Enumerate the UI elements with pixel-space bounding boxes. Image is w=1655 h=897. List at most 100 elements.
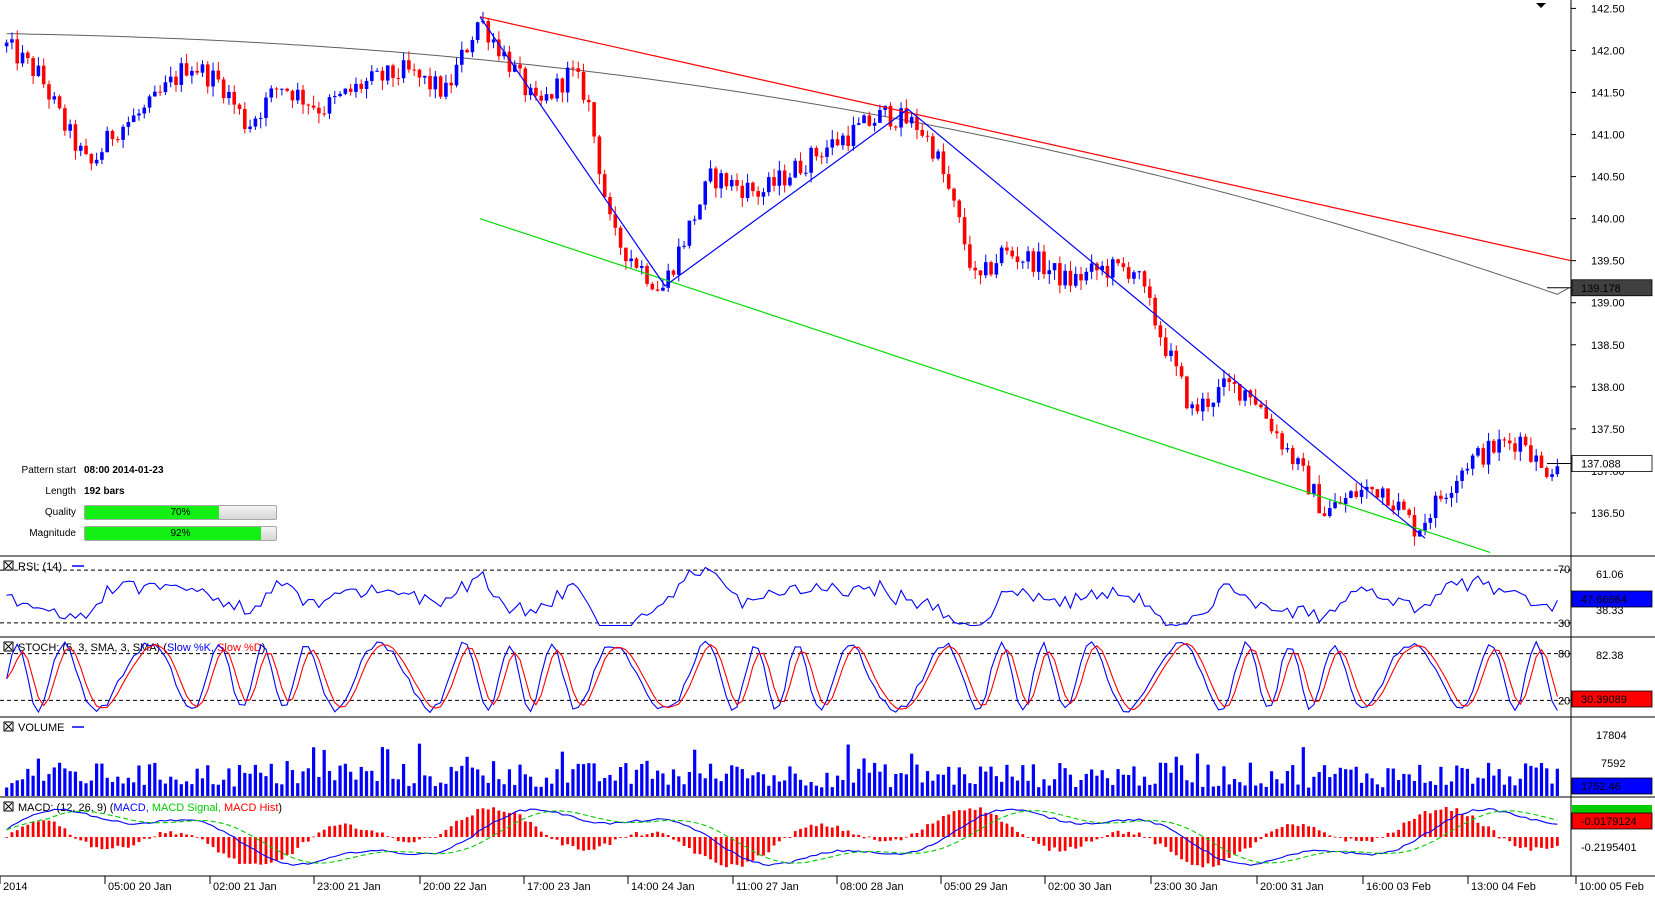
macd-hist-bar xyxy=(317,832,321,837)
rsi-value: 47.66864 xyxy=(1581,594,1627,606)
macd-hist-bar xyxy=(619,837,622,838)
x-tick-label: 05:00 20 Jan xyxy=(108,881,172,893)
candle-body xyxy=(587,99,591,103)
volume-bar xyxy=(724,773,729,796)
candle-body xyxy=(1121,263,1126,268)
candle-body xyxy=(809,147,813,173)
last-price-label-box xyxy=(1571,455,1653,472)
candle-body xyxy=(475,22,480,40)
volume-bar xyxy=(285,761,289,796)
volume-bar xyxy=(253,764,257,796)
volume-bar xyxy=(200,778,205,796)
x-tick-label: 08:00 28 Jan xyxy=(840,881,904,893)
macd-hist-bar xyxy=(1095,837,1099,840)
macd-hist-bar xyxy=(26,824,30,837)
volume-bar xyxy=(1359,782,1364,796)
macd-hist-bar xyxy=(433,837,437,838)
volume-bar xyxy=(650,778,654,796)
macd-hist-bar xyxy=(1434,810,1438,837)
macd-hist-bar xyxy=(640,835,644,837)
candle-body xyxy=(856,123,861,125)
candle-body xyxy=(1068,270,1073,286)
macd-hist-bar xyxy=(1524,837,1527,848)
macd-hist-bar xyxy=(1376,837,1379,838)
macd-hist-bar xyxy=(1386,832,1390,837)
candle-body xyxy=(216,70,221,80)
volume-bar xyxy=(1248,762,1252,796)
macd-hist-bar xyxy=(1338,837,1342,838)
volume-bar xyxy=(1254,785,1258,796)
y-tick-label: 141.50 xyxy=(1591,88,1625,100)
macd-hist-bar xyxy=(412,837,416,843)
volume-bar xyxy=(915,764,919,796)
macd-hist-bar xyxy=(328,826,331,837)
macd-hist-bar xyxy=(370,830,374,837)
macd-hist-bar xyxy=(1503,837,1506,839)
volume-bar xyxy=(42,780,46,796)
x-tick-label: 10:00 05 Feb xyxy=(1579,881,1644,893)
volume-bar xyxy=(1264,786,1268,796)
macd-hist-bar xyxy=(1460,813,1464,837)
candle-body xyxy=(846,135,850,146)
candle-body xyxy=(322,113,326,115)
x-tick-label: 02:00 21 Jan xyxy=(213,881,277,893)
macd-hist-bar xyxy=(285,837,289,855)
macd-hist-bar xyxy=(1391,832,1395,837)
macd-hist-bar xyxy=(105,837,109,850)
volume-bar xyxy=(132,782,136,796)
macd-hist-bar xyxy=(709,837,712,860)
volume-bar xyxy=(333,780,337,796)
volume-bar xyxy=(899,773,903,796)
candle-body xyxy=(1036,251,1041,272)
x-tick-label: 20:00 22 Jan xyxy=(423,881,487,893)
macd-hist-bar xyxy=(1513,837,1517,847)
candle-body xyxy=(1497,439,1501,453)
candle-body xyxy=(766,177,771,193)
volume-bar xyxy=(978,766,983,796)
candle-body xyxy=(327,97,332,114)
candle-body xyxy=(486,20,491,43)
volume-bar xyxy=(26,768,30,796)
candle-body xyxy=(650,283,655,290)
candle-body xyxy=(126,122,131,127)
volume-bar xyxy=(719,781,723,796)
candle-body xyxy=(925,135,930,137)
volume-bar xyxy=(100,763,104,796)
volume-bar xyxy=(1291,765,1295,796)
volume-bar xyxy=(761,774,766,796)
macd-toggle-x xyxy=(4,802,13,811)
candle-body xyxy=(571,67,575,69)
volume-bar xyxy=(1391,768,1395,796)
magnitude-bar: 92% xyxy=(84,526,277,541)
macd-hist-bar xyxy=(1116,830,1120,837)
candle-body xyxy=(899,108,903,128)
volume-bar xyxy=(412,783,416,796)
volume-bar xyxy=(110,781,115,796)
volume-bar xyxy=(1317,772,1321,796)
candle-body xyxy=(1523,436,1528,446)
volume-bar xyxy=(301,771,305,796)
volume-bar xyxy=(163,783,168,796)
candle-body xyxy=(729,179,734,187)
volume-bar xyxy=(841,779,845,796)
candle-body xyxy=(1454,480,1459,493)
volume-bar xyxy=(211,784,215,796)
macd-hist-bar xyxy=(666,835,670,837)
macd-hist-bar xyxy=(1397,829,1400,837)
macd-hist-bar xyxy=(1005,823,1009,837)
volume-bar xyxy=(708,763,713,796)
volume-bar xyxy=(1455,765,1459,796)
macd-hist-bar xyxy=(418,837,421,840)
volume-bar xyxy=(449,766,453,796)
candle-body xyxy=(804,172,808,174)
volume-bar xyxy=(555,769,559,796)
volume-value-box xyxy=(1571,777,1653,795)
y-tick-label: 139.00 xyxy=(1591,298,1625,310)
macd-hist-bar xyxy=(677,837,681,842)
volume-bar xyxy=(788,766,792,796)
volume-bar xyxy=(1068,774,1073,796)
candle-body xyxy=(444,82,448,97)
candle-body xyxy=(539,95,543,101)
macd-hist-bar xyxy=(42,820,46,837)
candle-body xyxy=(698,204,702,220)
